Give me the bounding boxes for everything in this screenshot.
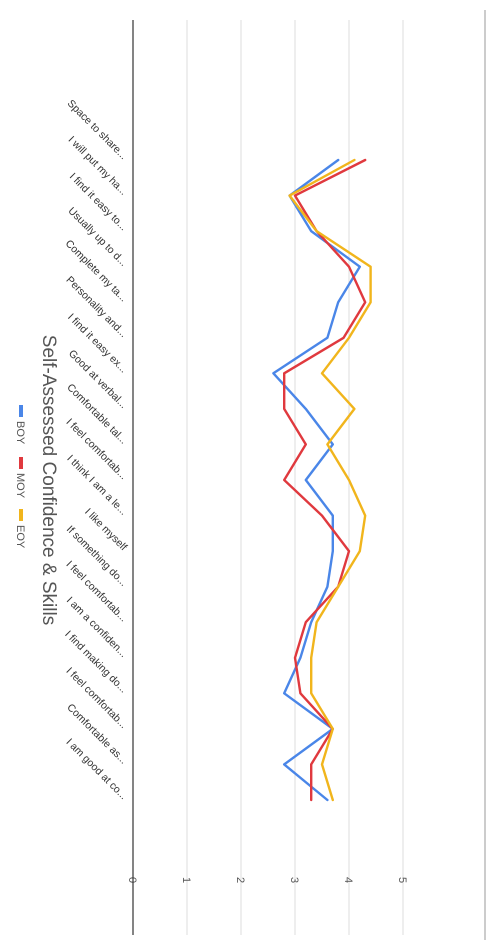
legend-label-eoy: EOY (14, 525, 26, 549)
legend-swatch-moy (19, 457, 23, 469)
y-tick-label: 3 (288, 877, 300, 883)
legend-swatch-boy (19, 405, 23, 417)
series-line-boy (272, 158, 362, 802)
legend-label-boy: BOY (14, 421, 26, 445)
series-line-moy (282, 158, 367, 802)
legend-swatch-eoy (19, 509, 23, 521)
grid-lines (186, 20, 404, 935)
y-tick-label: 5 (396, 877, 408, 883)
series-lines (272, 158, 372, 802)
chart-title: Self-Assessed Confidence & Skills (38, 335, 59, 625)
y-tick-label: 4 (342, 877, 354, 883)
legend: BOY MOY EOY (14, 405, 26, 549)
series-line-eoy (288, 158, 372, 802)
y-tick-label: 1 (180, 877, 192, 883)
y-axis-ticks: 0 1 2 3 4 5 (126, 877, 408, 883)
y-tick-label: 2 (234, 877, 246, 883)
y-tick-label: 0 (126, 877, 138, 883)
legend-label-moy: MOY (14, 473, 26, 499)
